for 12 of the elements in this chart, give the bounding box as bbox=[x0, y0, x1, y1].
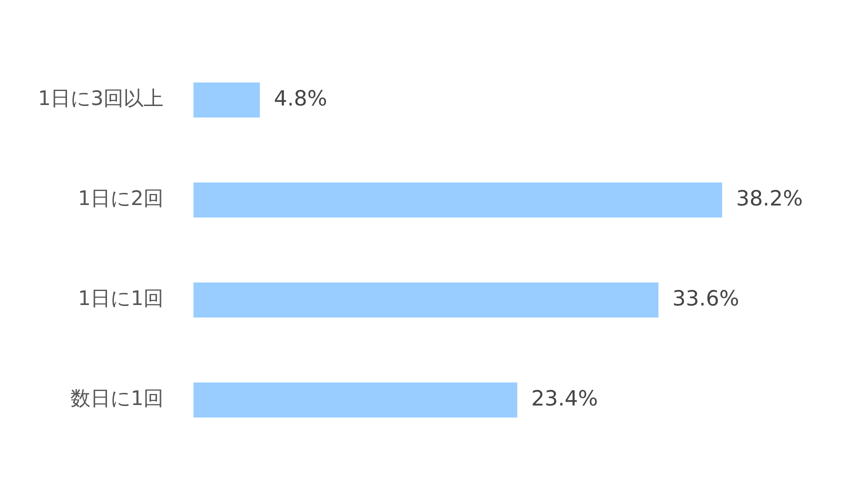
data-label: 33.6% bbox=[672, 286, 740, 310]
bar bbox=[193, 182, 722, 218]
data-label: 4.8% bbox=[274, 86, 328, 110]
data-label: 23.4% bbox=[531, 386, 598, 410]
bar bbox=[193, 282, 658, 318]
y-tick-label: 数日に1回 bbox=[70, 386, 164, 410]
y-tick-label: 1日に1回 bbox=[78, 286, 164, 310]
bar bbox=[193, 82, 260, 118]
y-tick-label: 1日に2回 bbox=[78, 186, 164, 210]
bar bbox=[193, 382, 518, 418]
data-label: 38.2% bbox=[736, 186, 803, 210]
y-tick-label: 1日に3回以上 bbox=[38, 86, 164, 110]
